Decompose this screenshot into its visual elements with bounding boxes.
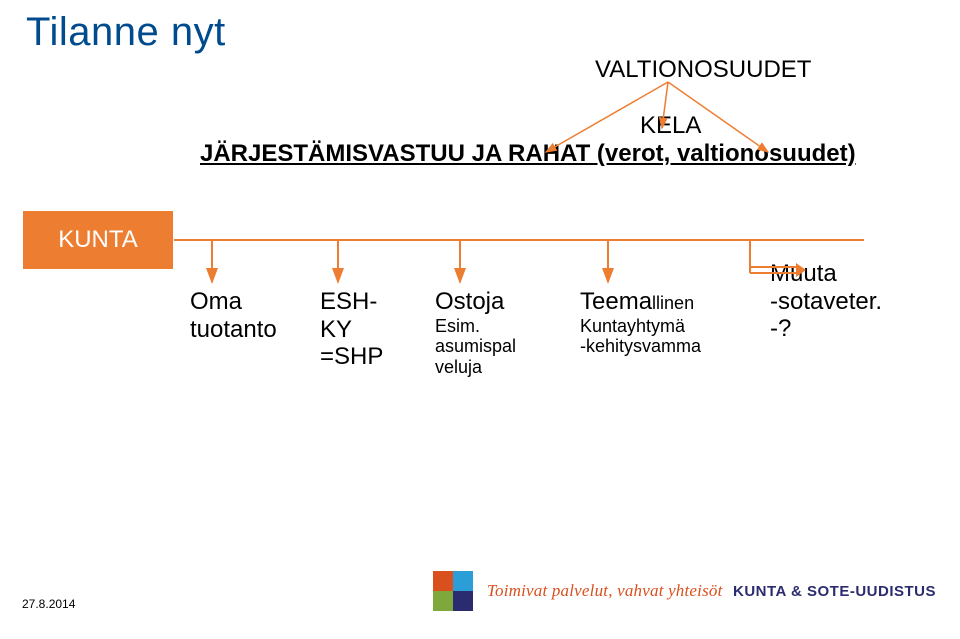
footer-date: 27.8.2014 (22, 597, 75, 611)
kunta-box: KUNTA (22, 210, 174, 270)
oma-line2: tuotanto (190, 316, 300, 344)
esh-line3: =SHP (320, 343, 410, 371)
ost-line2: Esim. (435, 316, 565, 337)
kunta-label: KUNTA (58, 226, 138, 254)
column-teema: Teemallinen Kuntayhtymä -kehitysvamma (580, 288, 740, 357)
esh-line1: ESH- (320, 288, 410, 316)
kela-label: KELA (640, 112, 701, 140)
jarjestamisvastuu-label: JÄRJESTÄMISVASTUU JA RAHAT (verot, valti… (200, 140, 856, 168)
footer-logo: Toimivat palvelut, vahvat yhteisöt KUNTA… (433, 571, 936, 611)
ost-line3: asumispal (435, 336, 565, 357)
muuta-line2: -sotaveter. (770, 288, 900, 316)
teema-line1a: Teema (580, 288, 652, 315)
teema-line3: -kehitysvamma (580, 336, 740, 357)
valtionosuudet-label: VALTIONOSUUDET (595, 56, 811, 84)
teema-line1: Teemallinen (580, 288, 740, 316)
footer-slogan: Toimivat palvelut, vahvat yhteisöt (487, 581, 723, 600)
column-muuta: Muuta -sotaveter. -? (770, 260, 900, 343)
column-esh: ESH- KY =SHP (320, 288, 410, 371)
esh-line2: KY (320, 316, 410, 344)
muuta-line3: -? (770, 315, 900, 343)
ost-line1: Ostoja (435, 288, 565, 316)
teema-line1b: llinen (652, 293, 694, 313)
muuta-line1: Muuta (770, 260, 900, 288)
oma-line1: Oma (190, 288, 300, 316)
column-oma: Oma tuotanto (190, 288, 300, 343)
slide-title: Tilanne nyt (26, 10, 226, 55)
footer-brand: KUNTA & SOTE-UUDISTUS (733, 583, 936, 600)
logo-mark (433, 571, 473, 611)
ost-line4: veluja (435, 357, 565, 378)
teema-line2: Kuntayhtymä (580, 316, 740, 337)
footer-text: Toimivat palvelut, vahvat yhteisöt KUNTA… (487, 581, 936, 601)
column-ostoja: Ostoja Esim. asumispal veluja (435, 288, 565, 378)
